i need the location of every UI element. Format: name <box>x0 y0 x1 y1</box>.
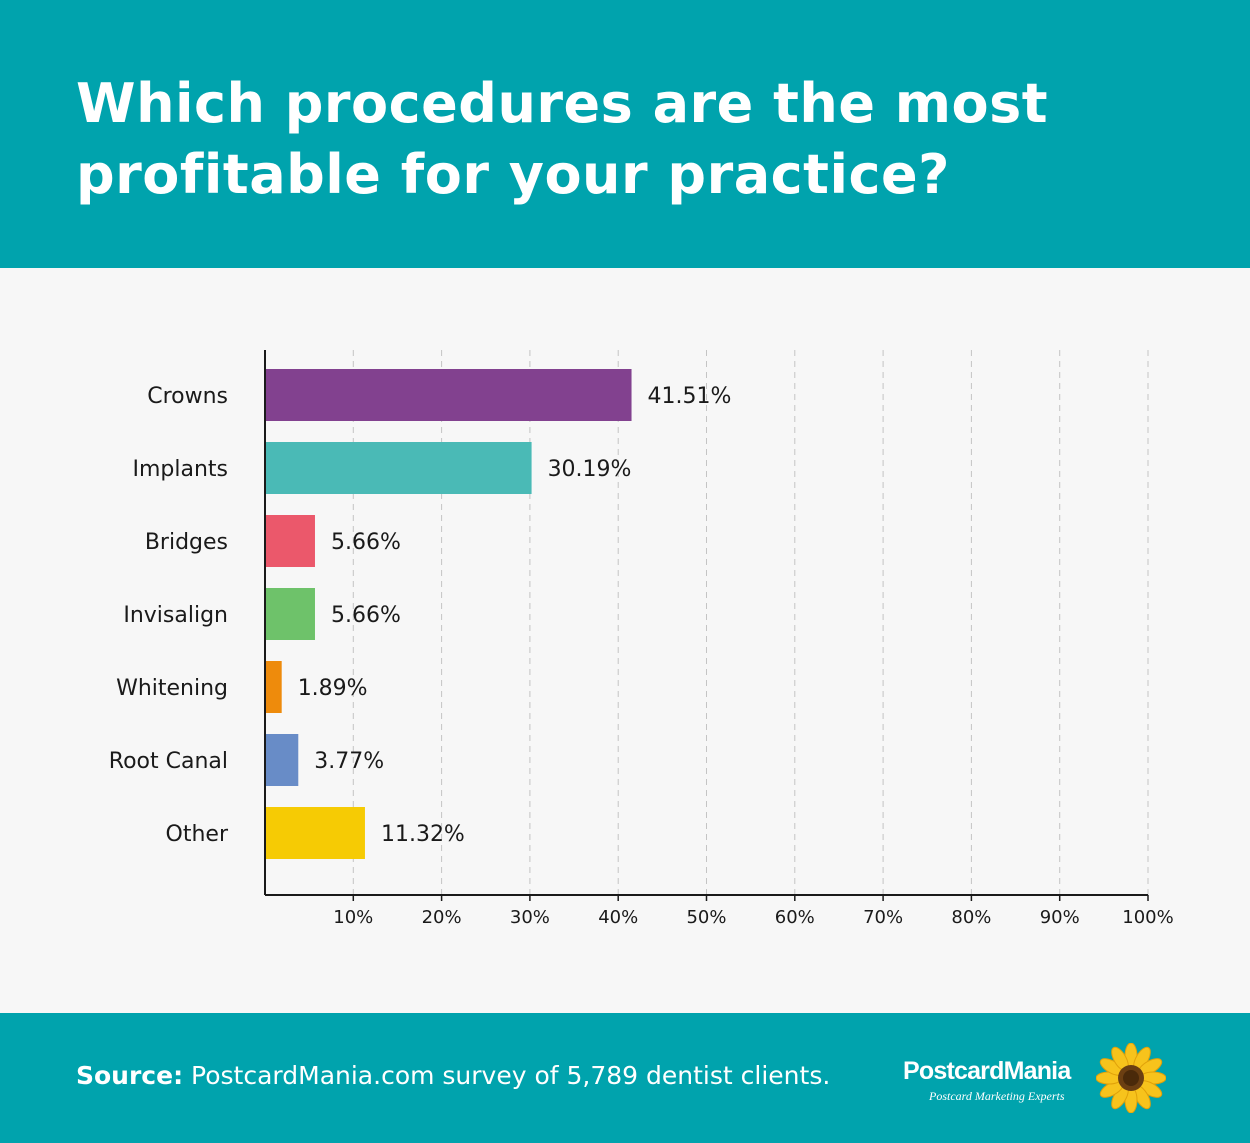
chart-area: Crowns 41.51% Implants 30.19% Bridges 5.66% In… <box>0 268 1250 1013</box>
bar-whitening <box>265 661 282 713</box>
x-tick-label: 30% <box>510 907 550 928</box>
category-label: Whitening <box>116 676 228 701</box>
value-label: 3.77% <box>314 749 384 774</box>
logo-name: PostcardMania <box>903 1057 1071 1085</box>
bar-bridges <box>265 515 315 567</box>
source-text: PostcardMania.com survey of 5,789 dentis… <box>183 1061 831 1090</box>
category-label: Implants <box>132 457 228 482</box>
postcardmania-logo: PostcardMania Postcard Marketing Experts <box>903 1043 1173 1123</box>
bar-invisalign <box>265 588 315 640</box>
source-label: Source: <box>76 1061 184 1090</box>
value-label: 5.66% <box>331 603 401 628</box>
value-label: 30.19% <box>548 457 632 482</box>
logo-tagline: Postcard Marketing Experts <box>929 1089 1065 1103</box>
category-label: Bridges <box>145 530 228 555</box>
x-tick-label: 40% <box>598 907 638 928</box>
bar-implants <box>265 442 532 494</box>
x-tick-label: 20% <box>422 907 462 928</box>
bar-crowns <box>265 369 632 421</box>
footer-banner: Source: PostcardMania.com survey of 5,78… <box>0 1013 1250 1143</box>
x-tick-label: 70% <box>863 907 903 928</box>
bar-chart: Crowns 41.51% Implants 30.19% Bridges 5.66% In… <box>109 350 1174 928</box>
source-note: Source: PostcardMania.com survey of 5,78… <box>76 1059 830 1093</box>
x-tick-label: 90% <box>1040 907 1080 928</box>
x-tick-label: 60% <box>775 907 815 928</box>
category-label: Other <box>166 822 229 847</box>
page-title: Which procedures are the most profitable… <box>76 72 1049 206</box>
category-label: Root Canal <box>109 749 228 774</box>
value-label: 5.66% <box>331 530 401 555</box>
bar-root-canal <box>265 734 299 786</box>
value-label: 41.51% <box>648 384 732 409</box>
x-tick-label: 50% <box>686 907 726 928</box>
x-tick-label: 80% <box>951 907 991 928</box>
header-banner: Which procedures are the most profitable… <box>0 0 1250 268</box>
category-label: Crowns <box>147 384 228 409</box>
sunflower-icon <box>1096 1043 1166 1113</box>
value-label: 11.32% <box>381 822 465 847</box>
bar-other <box>265 807 365 859</box>
x-tick-label: 100% <box>1122 907 1173 928</box>
category-label: Invisalign <box>123 603 228 628</box>
value-label: 1.89% <box>298 676 368 701</box>
x-tick-label: 10% <box>333 907 373 928</box>
